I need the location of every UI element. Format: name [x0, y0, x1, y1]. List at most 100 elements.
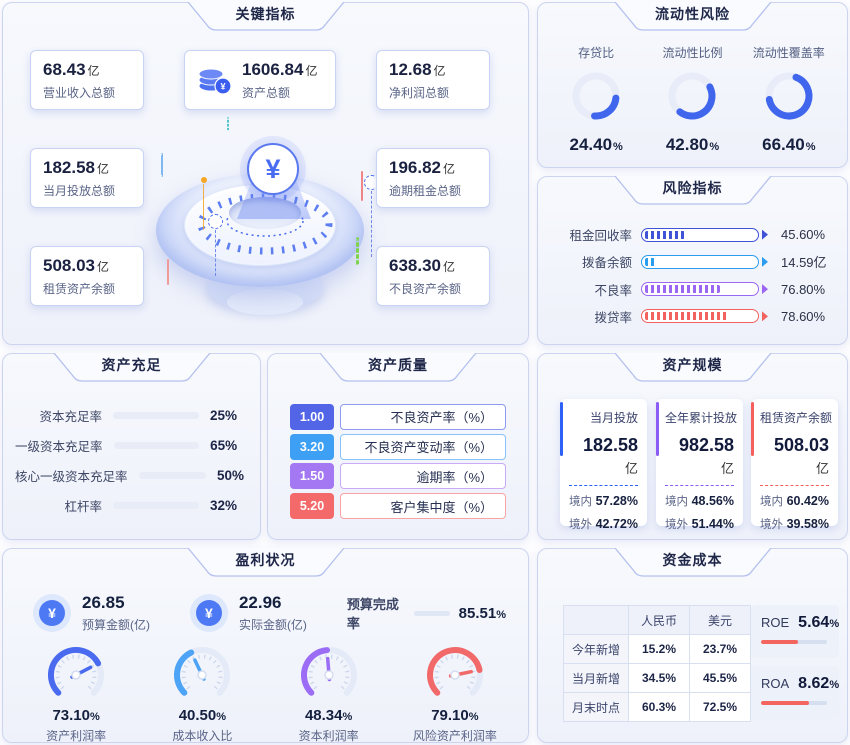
- value-badge: 1.50: [290, 463, 334, 490]
- quality-row: 5.20 客户集中度（%）: [290, 493, 506, 520]
- decoration-pin: [201, 177, 207, 183]
- gauge-risk-asset-profit: 79.10% 风险资产利润率: [395, 643, 515, 744]
- yen-badge-icon: ¥: [247, 143, 299, 195]
- progress-track: [113, 411, 199, 419]
- panel-tab-capital: 资产充足: [52, 353, 212, 383]
- progress-track: [113, 441, 200, 449]
- bar-cap: [762, 311, 768, 322]
- panel-title: 盈利状况: [235, 552, 296, 568]
- panel-title: 关键指标: [235, 6, 296, 22]
- col-header-cny: 人民币: [628, 605, 690, 635]
- metric-card-overdue-rent: 196.82 亿 逾期租金总额: [376, 148, 490, 208]
- metric-card-lease-assets: 508.03 亿 租赁资产余额: [30, 246, 144, 306]
- bar-cap: [762, 229, 768, 240]
- progress-track: [761, 701, 827, 705]
- panel-title: 资金成本: [662, 552, 723, 568]
- panel-title: 风险指标: [662, 180, 723, 196]
- dial-node-icon: [208, 214, 223, 229]
- donut-coverage-ratio: 流动性覆盖率 66.40%: [752, 45, 825, 154]
- capital-bar-row: 核心一级资本充足率 50%: [15, 468, 244, 485]
- metric-label: 逾期租金总额: [389, 184, 462, 198]
- gauge-cost-income: 40.50% 成本收入比: [142, 643, 262, 744]
- yen-icon: ¥: [189, 594, 228, 632]
- table-row: 月末时点 60.3% 72.5%: [563, 692, 751, 722]
- decoration-dash: [227, 117, 229, 131]
- risk-bar-list: 租金回收率 45.60% 拨备余额 14.59亿 不良率 76.80% 拨贷率: [546, 221, 833, 330]
- dial-node-stem: [371, 191, 372, 257]
- risk-bar-row: 拨备余额 14.59亿: [581, 254, 827, 271]
- panel-tab-key-metrics: 关键指标: [186, 2, 346, 32]
- roa-metric: ROA 8.62%: [751, 666, 839, 719]
- table-row: 当月新增 34.5% 45.5%: [563, 663, 751, 693]
- card-accent: [560, 402, 563, 456]
- quality-label-box: 逾期率（%）: [340, 463, 506, 490]
- quality-label-box: 不良资产变动率（%）: [340, 433, 506, 460]
- metric-label: 资产总额: [242, 85, 291, 100]
- tab-shape: [186, 2, 345, 31]
- gauge-chart: [174, 647, 231, 696]
- donut-chart: [668, 72, 716, 119]
- panel-key-metrics: 关键指标 ¥ 68.43 亿 营业收入总额: [2, 2, 529, 345]
- gauge-group: 73.10% 资产利润率 40.50% 成本收入比 48.34% 资本利润率 7…: [13, 643, 518, 744]
- metric-card-month-disbursement: 182.58 亿 当月投放总额: [30, 148, 144, 208]
- metric-value: 182.58 亿: [43, 158, 110, 177]
- progress-track: [138, 472, 206, 480]
- capital-bar-row: 资本充足率 25%: [39, 407, 238, 424]
- donut-liquidity-ratio: 流动性比例 42.80%: [662, 45, 723, 154]
- decoration-pin-stem: [203, 184, 204, 230]
- metric-label: 租赁资产余额: [43, 282, 116, 296]
- panel-liquidity-risk: 流动性风险 存贷比 24.40% 流动性比例 42.80% 流动性覆盖: [537, 2, 848, 168]
- panel-tab-funding: 资金成本: [613, 548, 773, 578]
- donut-chart: [572, 72, 620, 119]
- yen-icon: ¥: [33, 594, 71, 632]
- dashed-divider: [665, 485, 734, 486]
- dashed-divider: [569, 485, 638, 486]
- quality-row-list: 1.00 不良资产率（%） 3.20 不良资产变动率（%） 1.50 逾期率（%…: [290, 402, 506, 521]
- progress-track: [413, 610, 450, 616]
- gauge-chart: [300, 647, 357, 696]
- quality-row: 3.20 不良资产变动率（%）: [290, 433, 506, 460]
- progress-track: [761, 640, 827, 644]
- risk-bar-row: 不良率 76.80%: [594, 281, 826, 298]
- tab-shape: [613, 2, 772, 31]
- battery-bar: [641, 282, 759, 297]
- card-accent: [656, 402, 659, 456]
- panel-tab-liquidity: 流动性风险: [613, 2, 773, 32]
- donut-chart: [765, 72, 813, 119]
- dial-illustration: ¥: [149, 137, 381, 319]
- panel-title: 资产质量: [368, 357, 428, 373]
- value-badge: 5.20: [290, 493, 334, 520]
- scale-card-year: 全年累计投放 982.58 亿 境内 48.56% 境外 51.44%: [656, 399, 743, 531]
- metric-value: 68.43 亿: [43, 60, 100, 79]
- tab-shape: [52, 353, 211, 382]
- metric-label: 不良资产余额: [389, 282, 462, 296]
- metric-value: 638.30 亿: [389, 256, 456, 275]
- capital-bar-row: 杠杆率 32%: [64, 498, 238, 515]
- panel-risk-indicators: 风险指标 租金回收率 45.60% 拨备余额 14.59亿 不良率 76.80%: [537, 176, 848, 345]
- tab-shape: [613, 176, 772, 205]
- risk-bar-row: 拨贷率 78.60%: [594, 308, 826, 325]
- capital-bar-list: 资本充足率 25% 一级资本充足率 65% 核心一级资本充足率 50% 杠杆率 …: [15, 400, 244, 521]
- battery-bar: [641, 227, 759, 242]
- metric-card-net-profit: 12.68 亿 净利润总额: [376, 50, 490, 110]
- gauge-capital-profit: 48.34% 资本利润率: [269, 643, 389, 744]
- quality-label-box: 客户集中度（%）: [340, 493, 506, 520]
- profit-stats-row: ¥ 26.85 预算金额(亿) ¥ 22.96 实际金额(亿) 预算完成率 85…: [33, 593, 506, 633]
- bar-cap: [762, 284, 768, 295]
- metric-label: 净利润总额: [389, 86, 450, 100]
- capital-bar-row: 一级资本充足率 65%: [15, 437, 238, 454]
- decoration-dash: [356, 237, 359, 265]
- col-header-usd: 美元: [689, 605, 751, 635]
- metric-card-revenue: 68.43 亿 营业收入总额: [30, 50, 144, 110]
- dial-center-well: [229, 197, 301, 229]
- panel-asset-scale: 资产规模 当月投放 182.58 亿 境内 57.28% 境外 42.72% 全年累…: [537, 353, 848, 540]
- panel-tab-profit: 盈利状况: [186, 548, 346, 578]
- metric-value: 12.68 亿: [389, 60, 446, 79]
- bar-cap: [762, 256, 768, 267]
- metric-label: 当月投放总额: [43, 184, 116, 198]
- stat-budget: ¥ 26.85 预算金额(亿): [33, 593, 190, 633]
- dashed-divider: [760, 485, 829, 486]
- scale-card-month: 当月投放 182.58 亿 境内 57.28% 境外 42.72%: [560, 399, 647, 531]
- roe-metric: ROE 5.64%: [751, 605, 839, 658]
